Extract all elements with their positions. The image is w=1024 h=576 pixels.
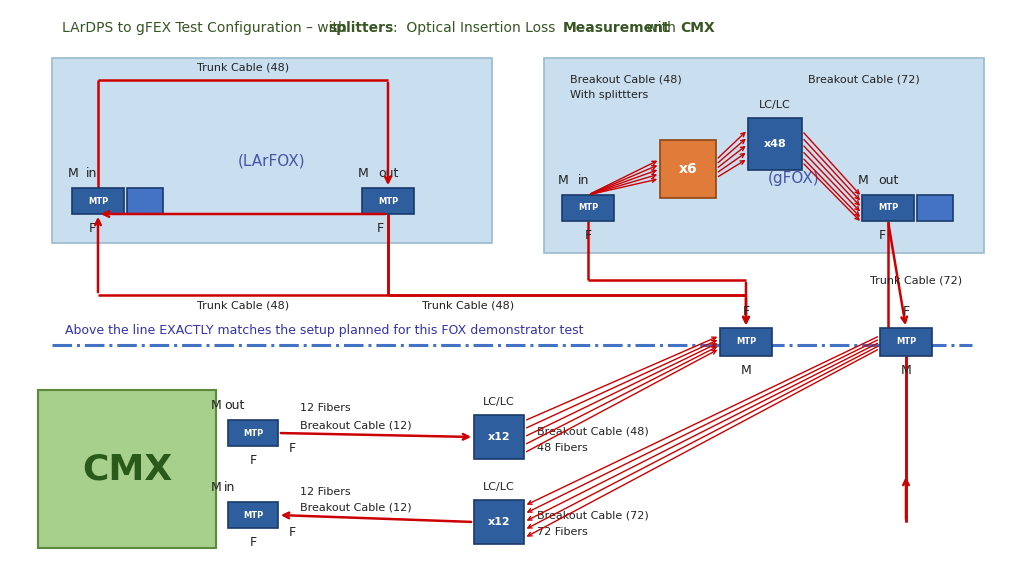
Text: M: M xyxy=(858,174,868,187)
Text: M: M xyxy=(558,174,568,187)
Text: x12: x12 xyxy=(487,432,510,442)
Text: with: with xyxy=(641,21,680,35)
Text: Trunk Cable (48): Trunk Cable (48) xyxy=(197,62,289,72)
Text: LC/LC: LC/LC xyxy=(759,100,791,110)
FancyBboxPatch shape xyxy=(127,188,163,214)
Text: out: out xyxy=(224,399,245,412)
Text: (LArFOX): (LArFOX) xyxy=(239,153,306,168)
FancyBboxPatch shape xyxy=(660,140,716,198)
Text: M: M xyxy=(211,399,222,412)
Text: F: F xyxy=(289,441,296,454)
Text: F: F xyxy=(250,536,257,549)
FancyBboxPatch shape xyxy=(918,195,953,221)
Text: LC/LC: LC/LC xyxy=(483,397,515,407)
Text: F: F xyxy=(88,222,95,235)
Text: 48 Fibers: 48 Fibers xyxy=(537,443,588,453)
FancyBboxPatch shape xyxy=(562,195,614,221)
Text: F: F xyxy=(879,229,886,242)
Text: 72 Fibers: 72 Fibers xyxy=(537,527,588,537)
Text: Breakout Cable (48): Breakout Cable (48) xyxy=(537,427,649,437)
Text: CMX: CMX xyxy=(82,452,172,486)
FancyBboxPatch shape xyxy=(228,502,278,528)
Text: Trunk Cable (72): Trunk Cable (72) xyxy=(870,275,963,286)
Text: M: M xyxy=(211,481,222,494)
FancyBboxPatch shape xyxy=(474,500,524,544)
Text: out: out xyxy=(878,174,898,187)
Text: With splittters: With splittters xyxy=(570,90,648,100)
Text: 12 Fibers: 12 Fibers xyxy=(300,487,350,497)
Text: Trunk Cable (48): Trunk Cable (48) xyxy=(422,301,514,311)
Text: MTP: MTP xyxy=(243,510,263,520)
Text: Breakout Cable (72): Breakout Cable (72) xyxy=(537,511,649,521)
Text: 12 Fibers: 12 Fibers xyxy=(300,403,350,413)
Text: F: F xyxy=(377,222,384,235)
Text: in: in xyxy=(224,481,236,494)
Text: :  Optical Insertion Loss: : Optical Insertion Loss xyxy=(393,21,560,35)
Text: CMX: CMX xyxy=(681,21,715,35)
FancyBboxPatch shape xyxy=(474,415,524,459)
FancyBboxPatch shape xyxy=(38,390,216,548)
Text: F: F xyxy=(742,305,750,318)
Text: Breakout Cable (48): Breakout Cable (48) xyxy=(570,75,682,85)
Text: M: M xyxy=(901,364,911,377)
FancyBboxPatch shape xyxy=(880,328,932,356)
Text: Measurement: Measurement xyxy=(562,21,670,35)
Text: M: M xyxy=(358,167,369,180)
Text: F: F xyxy=(250,454,257,467)
Text: MTP: MTP xyxy=(578,203,598,213)
Text: Breakout Cable (72): Breakout Cable (72) xyxy=(808,75,920,85)
FancyBboxPatch shape xyxy=(362,188,414,214)
Text: x12: x12 xyxy=(487,517,510,527)
Text: MTP: MTP xyxy=(88,196,109,206)
Text: Trunk Cable (48): Trunk Cable (48) xyxy=(197,301,289,311)
Text: Breakout Cable (12): Breakout Cable (12) xyxy=(300,503,412,513)
Text: splitters: splitters xyxy=(329,21,394,35)
FancyBboxPatch shape xyxy=(72,188,124,214)
Text: Breakout Cable (12): Breakout Cable (12) xyxy=(300,420,412,430)
Text: MTP: MTP xyxy=(378,196,398,206)
Text: in: in xyxy=(86,167,97,180)
FancyBboxPatch shape xyxy=(228,420,278,446)
Text: M: M xyxy=(68,167,79,180)
Text: (gFOX): (gFOX) xyxy=(768,172,820,187)
Text: x48: x48 xyxy=(764,139,786,149)
Text: MTP: MTP xyxy=(736,338,756,347)
Text: Above the line EXACTLY matches the setup planned for this FOX demonstrator test: Above the line EXACTLY matches the setup… xyxy=(65,324,584,337)
Text: x6: x6 xyxy=(679,162,697,176)
FancyBboxPatch shape xyxy=(862,195,914,221)
Text: F: F xyxy=(585,229,592,242)
Text: out: out xyxy=(378,167,398,180)
Text: F: F xyxy=(902,305,909,318)
FancyBboxPatch shape xyxy=(52,58,492,243)
Text: MTP: MTP xyxy=(896,338,916,347)
FancyBboxPatch shape xyxy=(720,328,772,356)
Text: F: F xyxy=(289,525,296,539)
Text: M: M xyxy=(740,364,752,377)
Text: LC/LC: LC/LC xyxy=(483,482,515,492)
Text: LArDPS to gFEX Test Configuration – with: LArDPS to gFEX Test Configuration – with xyxy=(62,21,351,35)
Text: in: in xyxy=(578,174,590,187)
Text: MTP: MTP xyxy=(243,429,263,438)
FancyBboxPatch shape xyxy=(748,118,802,170)
Text: MTP: MTP xyxy=(878,203,898,213)
FancyBboxPatch shape xyxy=(544,58,984,253)
